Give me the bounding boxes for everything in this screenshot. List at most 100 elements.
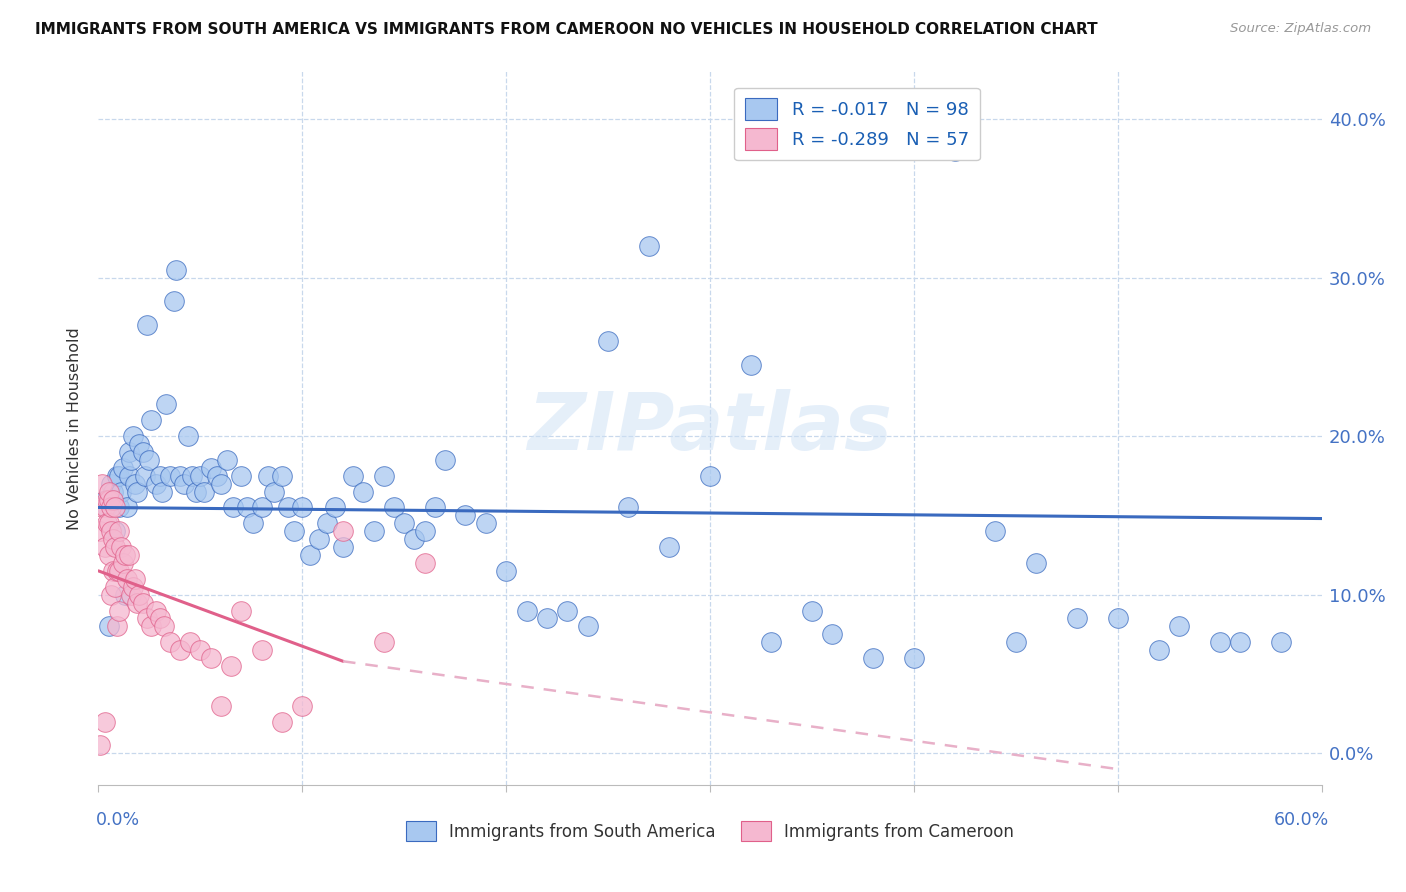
Point bbox=[382, 500, 405, 515]
Point bbox=[105, 468, 128, 483]
Point bbox=[132, 596, 155, 610]
Point bbox=[205, 468, 228, 483]
Point bbox=[163, 294, 186, 309]
Point bbox=[152, 619, 174, 633]
Point bbox=[658, 540, 681, 554]
Point bbox=[699, 468, 721, 483]
Point bbox=[222, 500, 245, 515]
Point bbox=[101, 484, 124, 499]
Point bbox=[423, 500, 446, 515]
Point bbox=[308, 532, 330, 546]
Point bbox=[495, 564, 517, 578]
Point bbox=[108, 468, 131, 483]
Point bbox=[169, 468, 191, 483]
Point bbox=[110, 484, 132, 499]
Point bbox=[145, 476, 167, 491]
Point bbox=[291, 500, 314, 515]
Point bbox=[111, 460, 134, 475]
Point bbox=[149, 468, 172, 483]
Point bbox=[270, 468, 294, 483]
Point bbox=[315, 516, 337, 531]
Point bbox=[392, 516, 416, 531]
Point bbox=[215, 453, 238, 467]
Point bbox=[108, 603, 131, 617]
Point bbox=[617, 500, 640, 515]
Point bbox=[93, 492, 115, 507]
Point bbox=[434, 453, 457, 467]
Point bbox=[256, 468, 278, 483]
Point bbox=[115, 572, 138, 586]
Point bbox=[104, 524, 127, 539]
Point bbox=[141, 619, 163, 633]
Point bbox=[96, 516, 118, 531]
Point bbox=[323, 500, 346, 515]
Point bbox=[413, 524, 436, 539]
Point bbox=[97, 516, 120, 531]
Point bbox=[943, 144, 966, 158]
Point bbox=[122, 429, 145, 443]
Point bbox=[91, 500, 114, 515]
Point bbox=[598, 334, 620, 348]
Point bbox=[128, 588, 150, 602]
Point bbox=[242, 516, 264, 531]
Point bbox=[93, 714, 115, 729]
Point bbox=[136, 318, 159, 332]
Point bbox=[128, 437, 150, 451]
Point bbox=[1209, 635, 1232, 649]
Y-axis label: No Vehicles in Household: No Vehicles in Household bbox=[67, 326, 83, 530]
Point bbox=[1066, 611, 1088, 625]
Point bbox=[100, 588, 122, 602]
Point bbox=[1167, 619, 1189, 633]
Point bbox=[373, 468, 395, 483]
Point bbox=[101, 564, 124, 578]
Point bbox=[118, 445, 141, 459]
Point bbox=[114, 588, 136, 602]
Point bbox=[177, 429, 200, 443]
Text: Source: ZipAtlas.com: Source: ZipAtlas.com bbox=[1230, 22, 1371, 36]
Text: ZIPatlas: ZIPatlas bbox=[527, 389, 893, 467]
Point bbox=[104, 540, 127, 554]
Point bbox=[96, 500, 118, 515]
Point bbox=[100, 476, 122, 491]
Point bbox=[250, 500, 273, 515]
Point bbox=[209, 476, 232, 491]
Text: 0.0%: 0.0% bbox=[96, 811, 139, 829]
Point bbox=[111, 556, 134, 570]
Point bbox=[93, 540, 115, 554]
Point bbox=[155, 397, 177, 411]
Point bbox=[352, 484, 374, 499]
Point bbox=[97, 548, 120, 562]
Point bbox=[108, 500, 131, 515]
Point bbox=[124, 476, 146, 491]
Point bbox=[105, 564, 128, 578]
Point bbox=[984, 524, 1007, 539]
Point bbox=[193, 484, 215, 499]
Point bbox=[1147, 643, 1170, 657]
Point bbox=[555, 603, 579, 617]
Point bbox=[100, 524, 122, 539]
Point bbox=[101, 492, 124, 507]
Point bbox=[219, 659, 242, 673]
Point bbox=[181, 468, 204, 483]
Legend: Immigrants from South America, Immigrants from Cameroon: Immigrants from South America, Immigrant… bbox=[399, 814, 1021, 848]
Point bbox=[169, 643, 191, 657]
Point bbox=[179, 635, 201, 649]
Point bbox=[115, 500, 138, 515]
Point bbox=[186, 484, 208, 499]
Point bbox=[132, 445, 155, 459]
Point bbox=[862, 651, 884, 665]
Point bbox=[97, 619, 120, 633]
Point bbox=[1229, 635, 1251, 649]
Point bbox=[413, 556, 436, 570]
Point bbox=[110, 540, 132, 554]
Point bbox=[122, 580, 145, 594]
Point bbox=[342, 468, 364, 483]
Point bbox=[263, 484, 285, 499]
Point bbox=[209, 698, 232, 713]
Point bbox=[332, 540, 354, 554]
Point bbox=[165, 262, 187, 277]
Point bbox=[363, 524, 385, 539]
Point bbox=[173, 476, 195, 491]
Point bbox=[108, 524, 131, 539]
Point bbox=[821, 627, 844, 641]
